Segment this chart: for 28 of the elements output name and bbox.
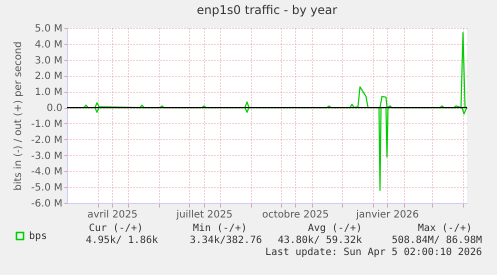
y-tick-label: -3.0 M (31, 150, 62, 162)
y-tick-label: 4.0 M (34, 39, 62, 50)
text: 508.84M/ 86.98M (392, 235, 482, 246)
text: Max (-/+) (418, 223, 472, 234)
y-tick-label: 1.0 M (34, 87, 62, 98)
y-tick-label: 3.0 M (34, 55, 62, 66)
x-tick-label: juillet 2025 (175, 210, 233, 220)
text: Last update: Sun Apr 5 02:00:10 2026 (265, 247, 482, 258)
y-tick-label: -1.0 M (31, 118, 62, 130)
text: Cur (-/+) (88, 223, 143, 234)
text: Avg (-/+) (308, 223, 362, 234)
chart-title: enp1s0 traffic - by year (196, 3, 338, 17)
text: 4.95k/ 1.86k (86, 235, 158, 246)
text: 43.80k/ 59.32k (278, 235, 362, 246)
legend-label: bps (29, 231, 48, 242)
y-tick-label: 0.0 (46, 103, 62, 114)
y-tick-label: -4.0 M (31, 166, 62, 178)
y-tick-label: -5.0 M (31, 182, 62, 194)
x-tick-label: avril 2025 (87, 210, 138, 220)
text: 3.34k/382.76 (190, 235, 262, 246)
y-tick-label: -6.0 M (31, 198, 62, 210)
x-tick-label: octobre 2025 (262, 210, 329, 220)
y-tick-label: 2.0 M (34, 71, 62, 82)
y-axis-title: bits in (-) / out (+) per second (13, 41, 24, 191)
y-tick-label: 5.0 M (34, 24, 62, 34)
y-tick-label: -2.0 M (31, 134, 62, 146)
x-tick-label: janvier 2026 (355, 210, 419, 220)
text: Min (-/+) (192, 223, 247, 234)
